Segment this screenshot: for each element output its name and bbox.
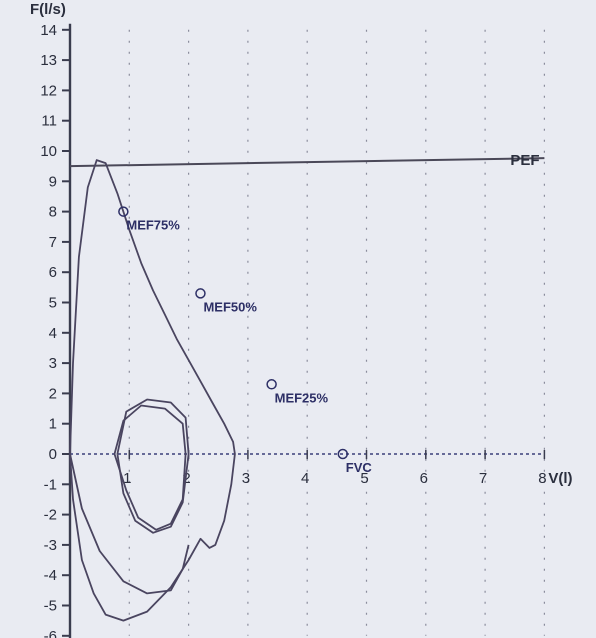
x-axis-title: V(l) xyxy=(548,470,572,487)
predicted-points: MEF75% MEF50% MEF25% FVC xyxy=(118,206,373,475)
y-tick-label: 7 xyxy=(49,234,57,251)
y-tick-label: -1 xyxy=(44,476,57,493)
predicted-point-mef75 xyxy=(118,206,129,217)
x-axis-ticks: 1 2 3 4 5 6 7 8 xyxy=(123,450,547,487)
y-tick-label: 6 xyxy=(49,264,57,281)
predicted-label-mef50: MEF50% xyxy=(203,299,257,314)
x-tick-label: 3 xyxy=(242,470,250,487)
flow-volume-curves xyxy=(69,159,236,622)
y-tick-label: 1 xyxy=(49,416,57,433)
flow-volume-loop-3 xyxy=(113,404,187,531)
x-tick-label: 6 xyxy=(420,470,428,487)
y-tick-label: -4 xyxy=(44,567,57,584)
axes xyxy=(68,23,545,638)
predicted-point-fvc xyxy=(337,448,349,460)
y-tick-label: -6 xyxy=(44,628,57,638)
y-tick-label: 11 xyxy=(41,113,57,130)
grid-lines xyxy=(128,29,546,636)
predicted-label-fvc: FVC xyxy=(346,460,373,475)
predicted-label-mef25: MEF25% xyxy=(275,390,329,405)
flow-volume-loop-2 xyxy=(116,398,190,534)
x-tick-label: 7 xyxy=(479,470,487,487)
x-tick-label: 4 xyxy=(301,470,309,487)
predicted-point-mef50 xyxy=(195,288,206,299)
y-tick-label: 14 xyxy=(40,22,57,39)
predicted-label-mef75: MEF75% xyxy=(126,218,180,233)
y-tick-label: -3 xyxy=(44,537,57,554)
y-tick-label: 2 xyxy=(49,385,57,402)
y-tick-label: 4 xyxy=(49,325,57,342)
y-tick-label: 5 xyxy=(49,295,57,312)
x-tick-label: 8 xyxy=(538,470,546,487)
y-tick-label: 13 xyxy=(40,52,57,69)
y-tick-label: 3 xyxy=(49,355,57,372)
x-tick-label: 1 xyxy=(123,470,131,487)
y-tick-label: 9 xyxy=(49,173,57,190)
y-tick-label: -2 xyxy=(44,507,57,524)
y-tick-label: 12 xyxy=(40,82,57,99)
y-tick-label: 8 xyxy=(49,204,57,221)
y-tick-label: 10 xyxy=(40,143,57,160)
pef-reference: PEF xyxy=(69,152,545,169)
flow-volume-loop-4 xyxy=(69,453,190,595)
y-axis-title: F(l/s) xyxy=(30,1,66,18)
predicted-point-mef25 xyxy=(266,379,277,390)
pef-label: PEF xyxy=(510,152,539,169)
y-tick-label: 0 xyxy=(49,446,57,463)
pef-reference-line xyxy=(69,157,545,168)
flow-volume-loop-1 xyxy=(69,159,236,622)
x-tick-label: 2 xyxy=(182,470,190,487)
y-tick-label: -5 xyxy=(44,598,57,615)
x-tick-label: 5 xyxy=(360,470,368,487)
